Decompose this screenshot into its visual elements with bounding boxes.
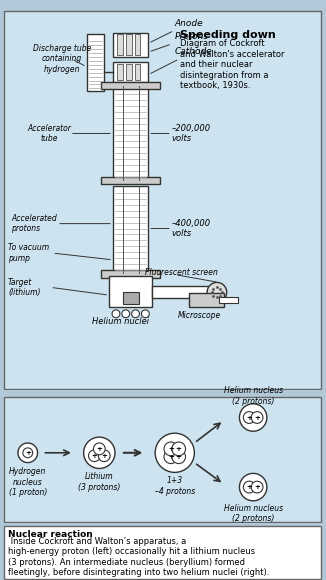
Circle shape <box>112 310 120 318</box>
Text: Protons: Protons <box>151 32 209 51</box>
Text: To vacuum
pump: To vacuum pump <box>8 244 49 263</box>
Circle shape <box>18 443 37 463</box>
Text: Diagram of Cockroft
and Walton's accelerator
and their nuclear
disintegration fr: Diagram of Cockroft and Walton's acceler… <box>180 39 284 90</box>
Circle shape <box>239 404 267 432</box>
Bar <box>126 64 132 79</box>
FancyBboxPatch shape <box>4 11 321 389</box>
Circle shape <box>244 481 255 493</box>
Circle shape <box>239 473 267 501</box>
Circle shape <box>122 310 130 318</box>
Text: Discharge tube
containing
hydrogen: Discharge tube containing hydrogen <box>33 44 91 74</box>
Text: Accelerator
tube: Accelerator tube <box>28 124 72 143</box>
Text: 1+3
–4 protons: 1+3 –4 protons <box>155 476 195 496</box>
Circle shape <box>164 442 178 456</box>
Circle shape <box>84 437 115 469</box>
Bar <box>101 176 160 184</box>
Text: +: + <box>254 484 260 490</box>
Text: Helium nuclei: Helium nuclei <box>92 317 149 325</box>
Text: Fluorescent screen: Fluorescent screen <box>145 267 218 277</box>
Text: +: + <box>92 453 97 459</box>
Text: +: + <box>168 446 174 452</box>
Circle shape <box>89 450 100 462</box>
Text: Lithium
(3 protons): Lithium (3 protons) <box>78 472 121 492</box>
Circle shape <box>164 450 178 463</box>
Text: +: + <box>176 454 182 460</box>
Circle shape <box>141 310 149 318</box>
Circle shape <box>251 412 263 423</box>
Circle shape <box>244 412 255 423</box>
Text: –400,000
volts: –400,000 volts <box>172 219 211 238</box>
Circle shape <box>23 448 33 458</box>
Circle shape <box>207 282 227 302</box>
Text: Helium nucleus
(2 protons): Helium nucleus (2 protons) <box>224 504 283 523</box>
Text: Speeding down: Speeding down <box>180 30 275 39</box>
Bar <box>113 86 148 180</box>
Circle shape <box>172 450 185 463</box>
Text: +: + <box>168 454 174 460</box>
Text: Microscope: Microscope <box>178 311 221 320</box>
Text: +: + <box>101 453 107 459</box>
Circle shape <box>98 450 110 462</box>
Text: +: + <box>254 415 260 420</box>
Bar <box>152 287 211 298</box>
Circle shape <box>251 481 263 493</box>
Circle shape <box>132 310 140 318</box>
Text: Inside Cockroft and Walton’s apparatus, a
high-energy proton (left) occasionally: Inside Cockroft and Walton’s apparatus, … <box>8 537 270 577</box>
Text: Cathode: Cathode <box>151 47 213 74</box>
Bar <box>135 64 141 79</box>
FancyBboxPatch shape <box>176 21 317 176</box>
Text: Accelerated
protons: Accelerated protons <box>11 214 57 233</box>
Text: Anode: Anode <box>151 19 203 42</box>
Text: +: + <box>246 415 252 420</box>
Bar <box>113 32 148 57</box>
Bar <box>101 270 160 277</box>
FancyBboxPatch shape <box>4 526 321 579</box>
Bar <box>113 186 148 273</box>
Text: –200,000
volts: –200,000 volts <box>172 124 211 143</box>
Text: Nuclear reaction: Nuclear reaction <box>8 530 93 539</box>
Bar <box>117 34 123 55</box>
Circle shape <box>172 442 185 456</box>
Bar <box>135 34 141 55</box>
Text: +: + <box>176 446 182 452</box>
Bar <box>126 34 132 55</box>
Bar <box>189 293 224 307</box>
Bar <box>117 64 123 79</box>
Bar <box>123 292 139 304</box>
FancyBboxPatch shape <box>4 397 321 523</box>
Circle shape <box>94 443 105 455</box>
Text: Hydrogen
nucleus
(1 proton): Hydrogen nucleus (1 proton) <box>8 467 47 497</box>
Text: Target
(lithium): Target (lithium) <box>8 278 41 297</box>
Text: +: + <box>246 484 252 490</box>
Bar <box>109 276 152 307</box>
Bar <box>101 82 160 89</box>
Circle shape <box>155 433 194 472</box>
Bar <box>113 62 148 82</box>
Text: +: + <box>25 450 31 456</box>
Bar <box>219 297 238 303</box>
Text: +: + <box>96 446 102 452</box>
Bar <box>87 34 104 91</box>
Text: Helium nucleus
(2 protons): Helium nucleus (2 protons) <box>224 386 283 406</box>
